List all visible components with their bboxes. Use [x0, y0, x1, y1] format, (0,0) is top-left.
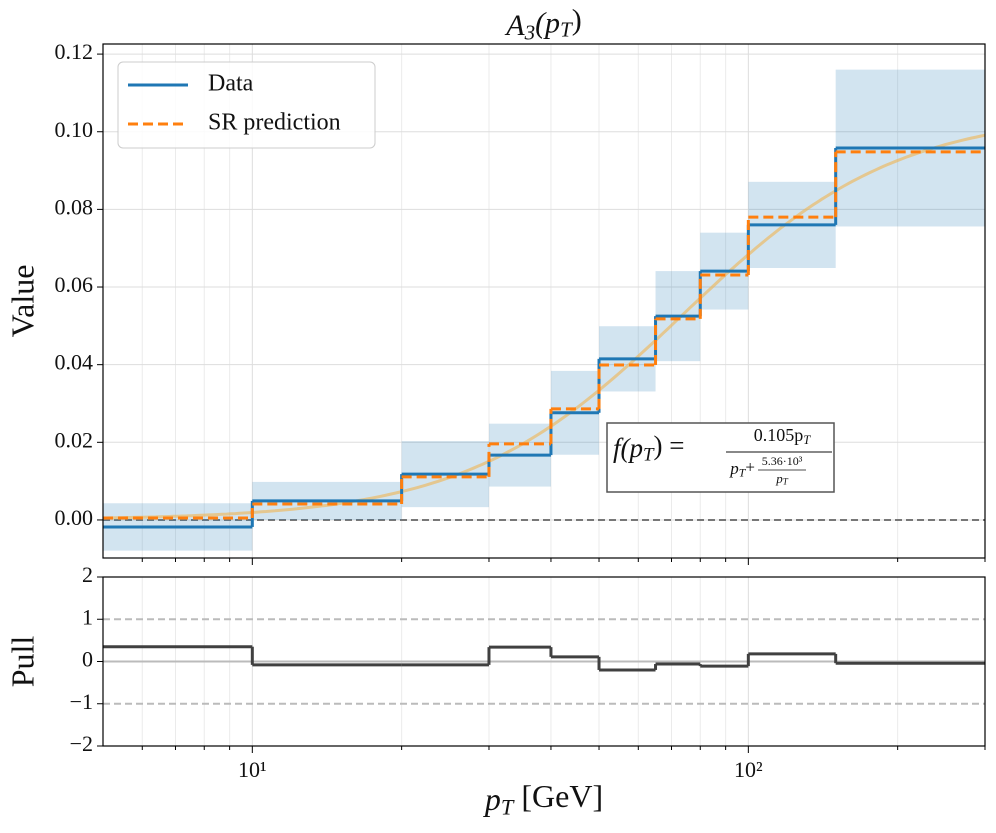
y-tick-label: 0.04 — [55, 350, 94, 375]
subscript: T — [643, 445, 655, 466]
text-part: ) = — [654, 431, 685, 461]
text-part: A — [504, 9, 525, 42]
text-part: ) — [572, 3, 582, 36]
subscript: T — [560, 17, 573, 41]
y-tick-label: 1 — [82, 604, 93, 629]
fit-curve — [102, 133, 986, 520]
text-part: f(p — [613, 433, 643, 463]
text: pT+ — [729, 457, 755, 479]
y-tick-label: 0.12 — [55, 39, 94, 64]
y-tick-label: 0 — [82, 647, 93, 672]
subscript: T — [783, 477, 789, 487]
text: f(pT) = — [613, 431, 684, 466]
subscript: T — [501, 795, 515, 820]
plot-frame — [102, 576, 986, 747]
text-part: [GeV] — [513, 778, 603, 814]
fraction-numerator: 5.36·10³ — [762, 454, 803, 468]
text-part: p — [775, 471, 783, 486]
plot-frame — [102, 43, 986, 559]
text-part: (p — [535, 6, 560, 39]
legend-label: SR prediction — [208, 110, 341, 136]
x-tick-label: 10¹ — [238, 757, 267, 782]
y-tick-label: −1 — [70, 689, 93, 714]
y-tick-label: 0.06 — [55, 272, 94, 297]
y-tick-label: 0.00 — [55, 505, 94, 530]
text: pT — [775, 471, 789, 487]
annotation-box — [606, 422, 835, 493]
subscript: T — [739, 465, 747, 479]
text-part: p — [483, 781, 501, 817]
y-axis-label: Pull — [4, 636, 40, 688]
text-part: + — [745, 457, 755, 476]
y-tick-label: −2 — [70, 731, 93, 756]
legend-label: Data — [208, 71, 254, 97]
y-tick-label: 0.10 — [55, 117, 94, 142]
text: pT [GeV] — [483, 778, 603, 819]
y-axis-label: Value — [4, 265, 40, 338]
subscript: T — [803, 433, 811, 447]
y-tick-label: 0.02 — [55, 427, 94, 452]
subscript: 3 — [524, 20, 536, 44]
text-part: 0.105p — [754, 425, 804, 445]
y-tick-label: 2 — [82, 562, 93, 587]
y-tick-label: 0.08 — [55, 194, 94, 219]
chart-title: A3(pT) — [504, 3, 582, 44]
text: 0.105pT — [754, 425, 812, 447]
text-part: p — [729, 459, 739, 478]
x-tick-label: 10² — [734, 757, 763, 782]
